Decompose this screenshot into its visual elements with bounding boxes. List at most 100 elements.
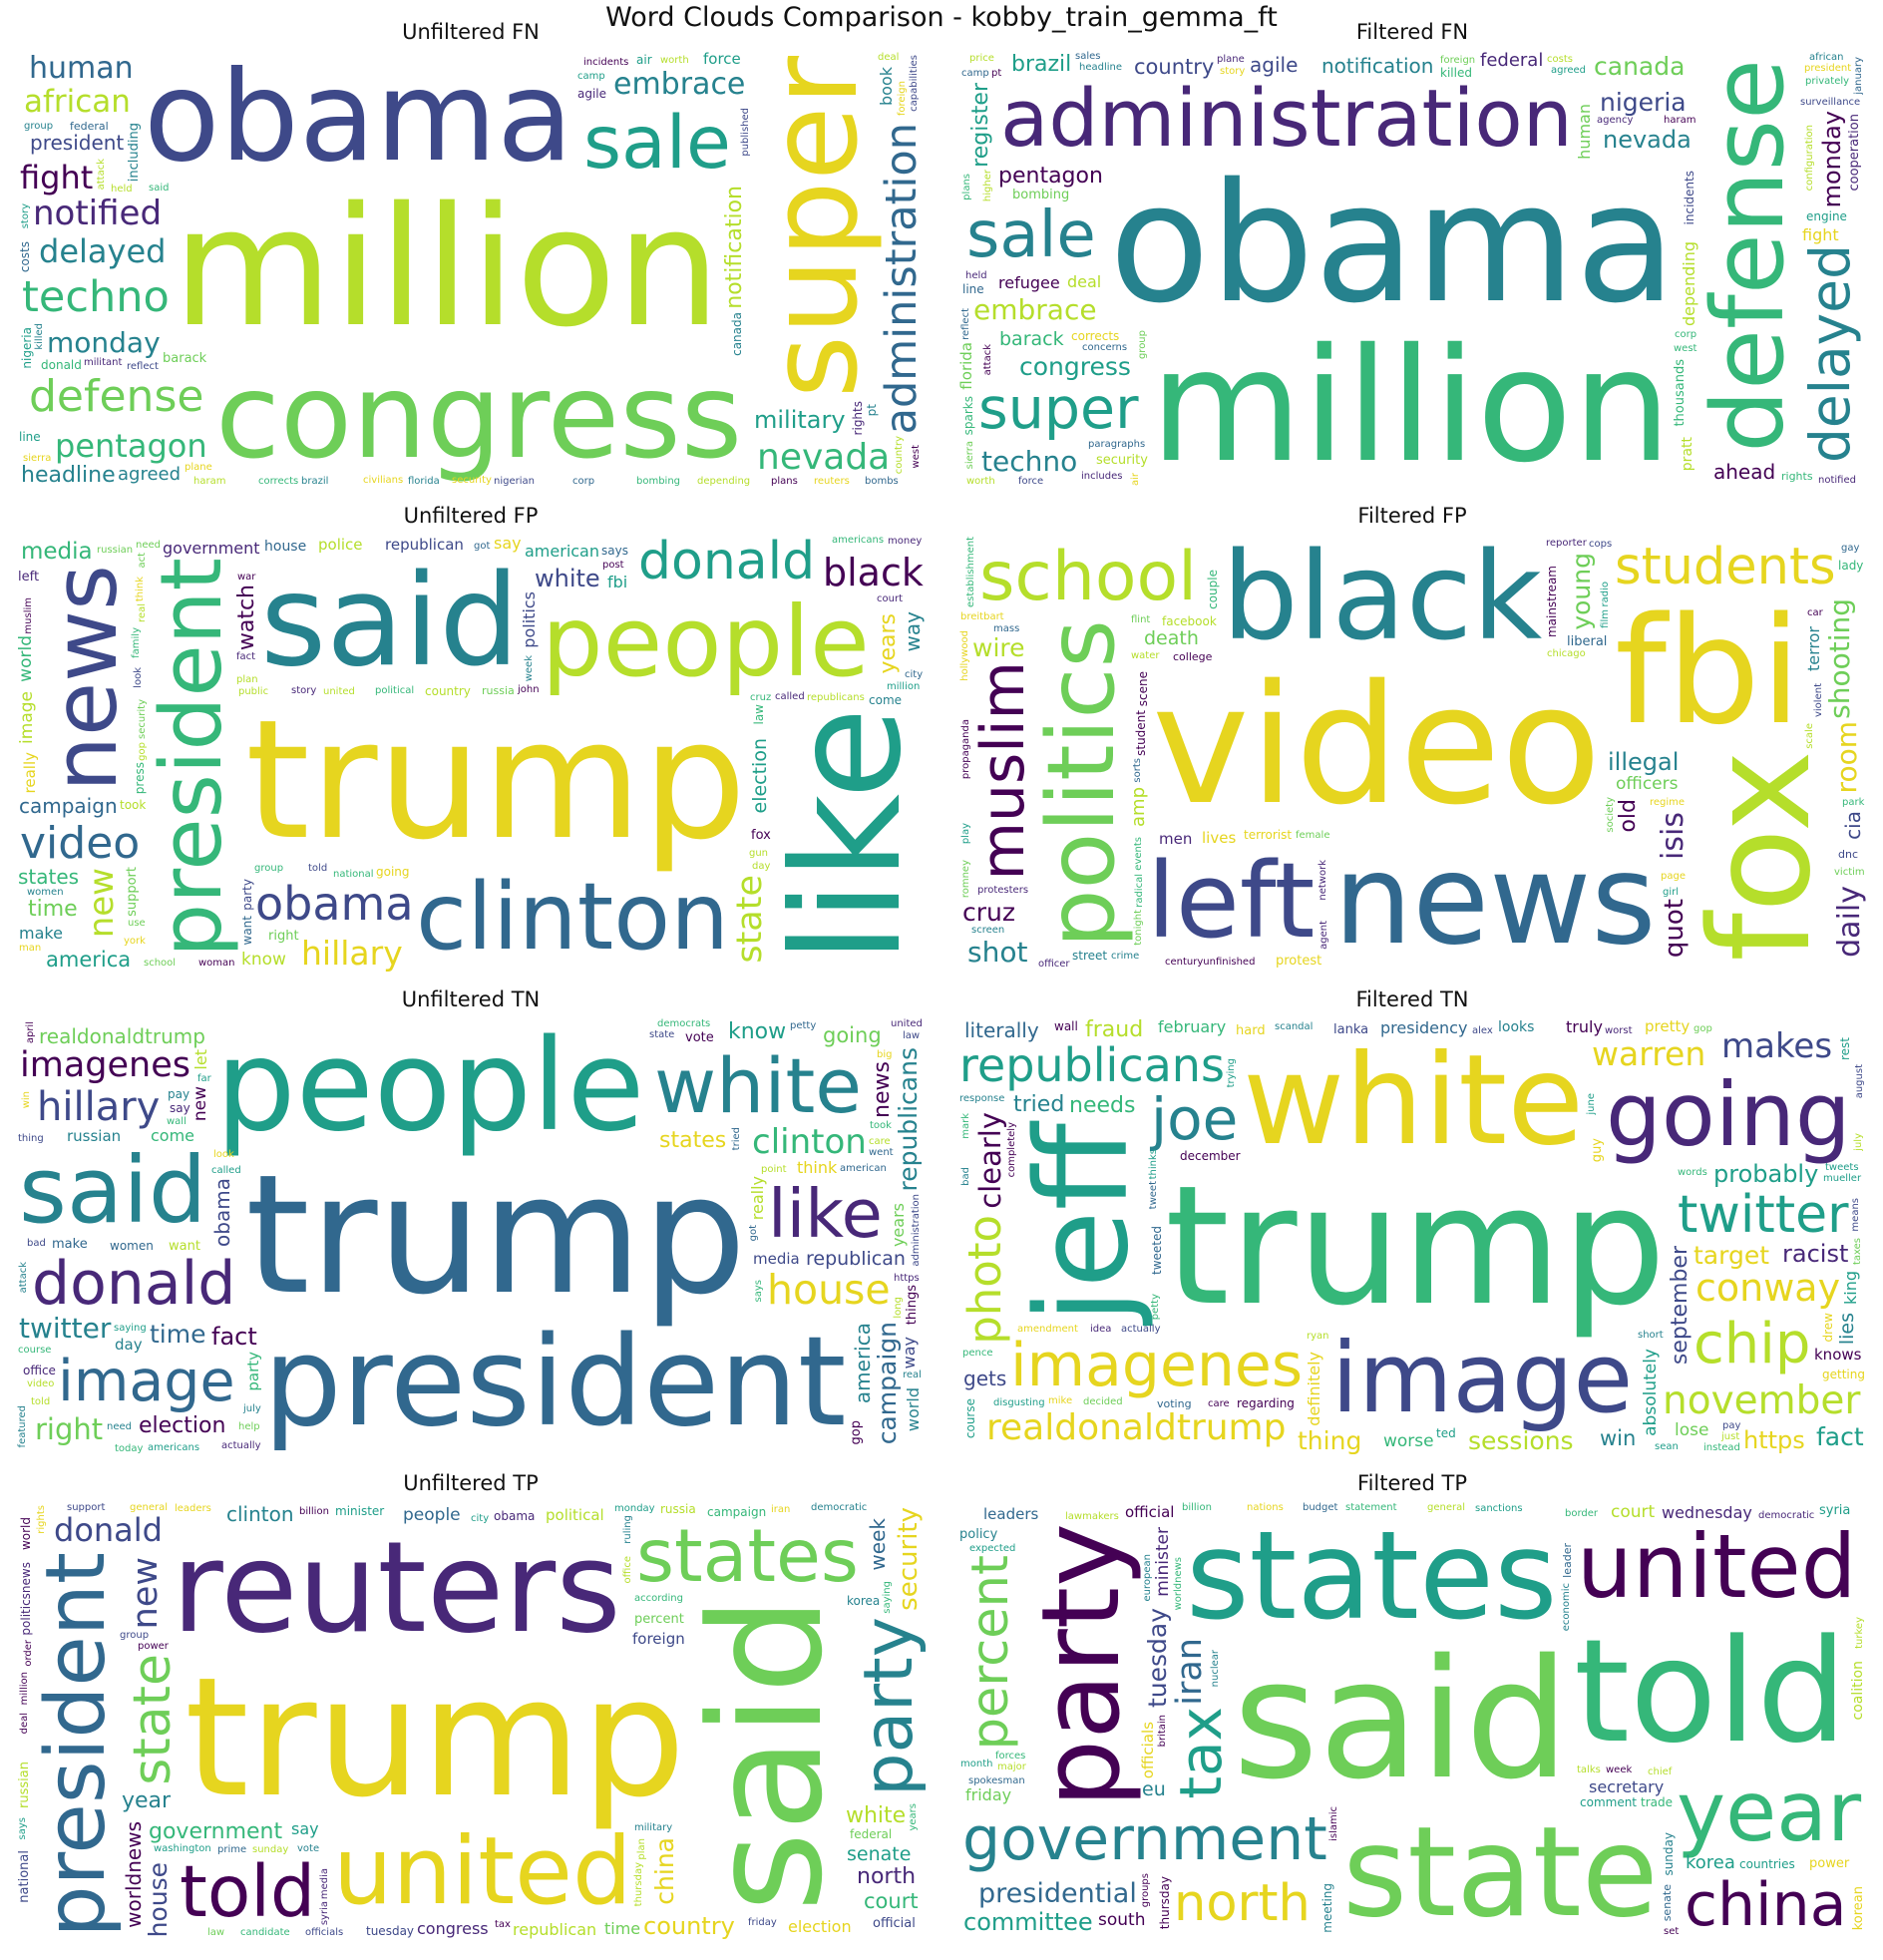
cloud-word: went xyxy=(869,1147,894,1158)
cloud-word: configuration xyxy=(1804,125,1815,192)
cloud-word: election xyxy=(139,1413,226,1438)
cloud-word: militant xyxy=(84,357,123,368)
cloud-word: bad xyxy=(960,1167,971,1186)
cloud-word: clinton xyxy=(752,1122,867,1162)
cloud-word: tax xyxy=(1167,1707,1235,1799)
cloud-word: breitbart xyxy=(960,611,1004,622)
cloud-word: worst xyxy=(1605,1025,1633,1036)
cloud-word: thursday xyxy=(1158,1876,1172,1930)
cloud-word: amp xyxy=(1128,787,1149,827)
word-cloud: obama million administration defense super em… xyxy=(957,50,1867,489)
cloud-word: monday xyxy=(614,1503,655,1514)
cloud-word: held xyxy=(111,184,133,195)
panel-unfiltered-fp: Unfiltered FP trump said president people li… xyxy=(16,504,926,973)
cloud-word: sierra xyxy=(23,453,52,464)
cloud-word: china xyxy=(1685,1870,1847,1940)
cloud-word: scale xyxy=(1804,723,1815,749)
cloud-word: clinton xyxy=(226,1502,294,1526)
cloud-word: target xyxy=(1694,1241,1770,1270)
cloud-word: new xyxy=(190,1086,210,1122)
cloud-word: said xyxy=(260,547,520,694)
cloud-word: tax xyxy=(495,1919,511,1930)
cloud-word: video xyxy=(1152,649,1602,841)
cloud-word: actually xyxy=(221,1440,261,1451)
cloud-word: cops xyxy=(1589,539,1613,550)
cloud-word: twitter xyxy=(19,1312,112,1345)
cloud-word: attack xyxy=(982,344,993,376)
cloud-word: worldnews xyxy=(122,1821,146,1928)
cloud-word: cooperation xyxy=(1847,114,1862,192)
cloud-word: presidential xyxy=(978,1878,1137,1909)
cloud-word: said xyxy=(19,1137,207,1244)
cloud-word: senate xyxy=(847,1843,912,1865)
cloud-word: film xyxy=(1600,609,1611,628)
cloud-word: office xyxy=(622,1556,633,1584)
cloud-word: russian xyxy=(17,1762,32,1808)
cloud-word: drew xyxy=(1821,1313,1835,1343)
cloud-word: syria xyxy=(319,1901,330,1926)
cloud-word: muslim xyxy=(968,661,1038,881)
cloud-word: north xyxy=(857,1864,917,1889)
cloud-word: states xyxy=(659,1128,727,1153)
cloud-word: hollywood xyxy=(959,630,970,681)
panel-title: Unfiltered TP xyxy=(403,1471,539,1495)
cloud-word: federal xyxy=(1480,50,1544,71)
cloud-word: told xyxy=(31,1396,51,1407)
cloud-word: sessions xyxy=(1468,1426,1574,1455)
cloud-word: minister xyxy=(1153,1527,1173,1597)
cloud-word: makes xyxy=(1721,1026,1833,1066)
cloud-word: fact xyxy=(1816,1422,1864,1451)
cloud-word: delayed xyxy=(39,232,167,270)
cloud-word: point xyxy=(761,1164,787,1175)
cloud-word: response xyxy=(959,1093,1005,1104)
cloud-word: fact xyxy=(236,651,256,662)
cloud-word: government xyxy=(149,1819,283,1844)
cloud-word: say xyxy=(494,534,522,553)
cloud-word: congress xyxy=(215,347,743,485)
cloud-word: centuryunfinished xyxy=(1165,957,1256,968)
cloud-word: romney xyxy=(960,860,971,899)
cloud-word: media xyxy=(21,539,93,565)
cloud-word: like xyxy=(768,1175,883,1253)
cloud-word: committee xyxy=(963,1908,1093,1936)
cloud-word: story xyxy=(1220,66,1246,77)
cloud-word: european xyxy=(1142,1554,1153,1602)
cloud-word: gop xyxy=(137,742,148,761)
cloud-word: security xyxy=(452,475,492,486)
cloud-word: plans xyxy=(771,476,798,487)
cloud-word: time xyxy=(604,1919,641,1938)
cloud-word: office xyxy=(23,1364,56,1377)
cloud-word: wire xyxy=(972,633,1025,662)
cloud-word: completely xyxy=(1006,1122,1017,1178)
cloud-word: pt xyxy=(991,68,1002,79)
cloud-word: nigeria xyxy=(1600,88,1687,117)
cloud-word: public xyxy=(238,686,269,697)
cloud-word: officer xyxy=(1038,959,1070,970)
cloud-word: korea xyxy=(1686,1852,1735,1873)
cloud-word: fight xyxy=(1802,225,1839,244)
cloud-word: paragraphs xyxy=(1088,439,1146,450)
cloud-word: june xyxy=(1586,1093,1597,1115)
cloud-word: obama xyxy=(255,877,414,931)
cloud-word: corrects xyxy=(258,476,299,487)
cloud-word: crime xyxy=(1111,951,1140,962)
cloud-word: fact xyxy=(211,1323,257,1351)
cloud-word: haram xyxy=(193,476,226,487)
cloud-word: years xyxy=(876,613,901,674)
cloud-word: deal xyxy=(878,52,900,63)
cloud-word: going xyxy=(376,865,410,879)
cloud-word: said xyxy=(1233,1624,1570,1815)
cloud-word: states xyxy=(1186,1505,1558,1647)
cloud-word: year xyxy=(1677,1764,1862,1860)
cloud-word: women xyxy=(110,1239,154,1253)
cloud-word: line xyxy=(19,430,41,444)
cloud-word: nevada xyxy=(1603,126,1692,154)
cloud-word: killed xyxy=(34,323,45,350)
cloud-word: scene xyxy=(1136,671,1150,707)
cloud-word: new xyxy=(126,1557,166,1630)
cloud-word: shot xyxy=(967,936,1028,969)
panel-title: Unfiltered FN xyxy=(402,20,540,44)
cloud-word: way xyxy=(900,1337,919,1370)
cloud-word: shooting xyxy=(1823,598,1856,719)
cloud-word: depending xyxy=(697,476,751,487)
